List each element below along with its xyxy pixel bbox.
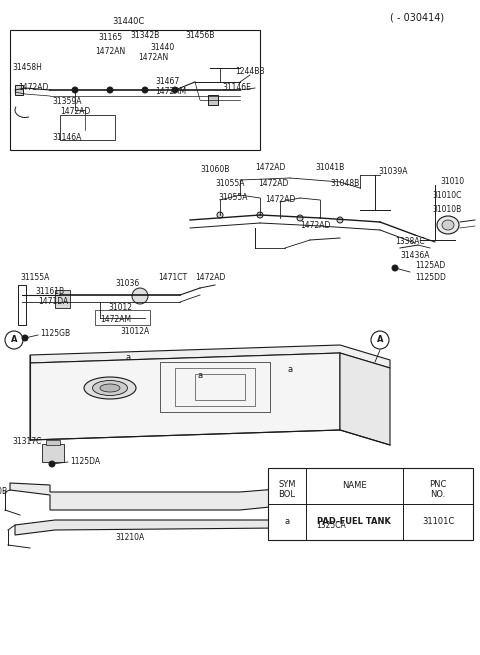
Text: 31359A: 31359A xyxy=(52,98,82,107)
Bar xyxy=(46,440,60,445)
Text: 31155A: 31155A xyxy=(20,274,49,282)
Text: 31165: 31165 xyxy=(98,33,122,43)
Text: 1472AD: 1472AD xyxy=(60,107,90,117)
Text: 1244BB: 1244BB xyxy=(235,67,264,77)
Bar xyxy=(268,468,473,540)
Text: a: a xyxy=(288,365,293,375)
Text: 1125DD: 1125DD xyxy=(415,272,446,282)
Text: 31012A: 31012A xyxy=(120,328,149,337)
Text: 1338AC: 1338AC xyxy=(395,238,425,246)
Bar xyxy=(195,374,245,400)
Circle shape xyxy=(306,523,314,531)
Bar xyxy=(42,444,64,462)
Text: 1472AM: 1472AM xyxy=(155,88,186,96)
Text: 31055A: 31055A xyxy=(215,179,244,187)
Text: ( - 030414): ( - 030414) xyxy=(390,13,444,23)
Text: 31146E: 31146E xyxy=(222,83,251,92)
Text: 31010C: 31010C xyxy=(432,191,461,200)
Text: 31146A: 31146A xyxy=(52,134,82,143)
Text: 31039A: 31039A xyxy=(378,168,408,176)
Text: SYM
BOL: SYM BOL xyxy=(278,480,296,499)
Text: 31220B: 31220B xyxy=(0,487,8,496)
Circle shape xyxy=(132,288,148,304)
Ellipse shape xyxy=(93,381,128,396)
Ellipse shape xyxy=(100,384,120,392)
Text: 31010: 31010 xyxy=(440,178,464,187)
Text: PAD-FUEL TANK: PAD-FUEL TANK xyxy=(317,517,391,527)
Ellipse shape xyxy=(442,220,454,230)
Circle shape xyxy=(337,217,343,223)
Text: 31467: 31467 xyxy=(155,77,179,86)
Text: 31161B: 31161B xyxy=(35,288,64,297)
Text: 1472AN: 1472AN xyxy=(138,54,168,62)
Bar xyxy=(55,290,70,308)
Ellipse shape xyxy=(84,377,136,399)
Text: 31440C: 31440C xyxy=(112,18,144,26)
Bar xyxy=(95,310,150,325)
Text: PNC
NO.: PNC NO. xyxy=(429,480,447,499)
Circle shape xyxy=(297,215,303,221)
Text: a: a xyxy=(285,517,289,527)
Text: 31048B: 31048B xyxy=(330,179,359,187)
Text: 1472AM: 1472AM xyxy=(100,316,131,324)
Polygon shape xyxy=(340,353,390,445)
Bar xyxy=(10,30,260,150)
Text: NAME: NAME xyxy=(342,481,366,491)
Circle shape xyxy=(142,87,148,93)
Text: 31101C: 31101C xyxy=(422,517,454,527)
Text: 1472AD: 1472AD xyxy=(195,274,226,282)
Text: 31317C: 31317C xyxy=(12,438,41,447)
Text: 1472AD: 1472AD xyxy=(18,83,48,92)
Bar xyxy=(18,285,26,325)
Text: 31440: 31440 xyxy=(150,43,174,52)
Text: 1471DA: 1471DA xyxy=(38,297,68,307)
Text: 31436A: 31436A xyxy=(400,250,430,259)
Text: 31041B: 31041B xyxy=(315,164,344,172)
Circle shape xyxy=(172,87,178,93)
Text: 31012: 31012 xyxy=(108,303,132,312)
Circle shape xyxy=(49,461,55,467)
Text: 1472AD: 1472AD xyxy=(300,221,330,229)
Bar xyxy=(175,368,255,406)
Circle shape xyxy=(107,87,113,93)
Text: 1325CA: 1325CA xyxy=(316,521,346,529)
Circle shape xyxy=(72,87,78,93)
Polygon shape xyxy=(15,508,350,535)
Text: a: a xyxy=(125,354,131,362)
Polygon shape xyxy=(30,345,390,368)
Bar xyxy=(160,362,270,412)
Text: A: A xyxy=(377,335,383,345)
Circle shape xyxy=(392,265,398,271)
Polygon shape xyxy=(10,483,310,510)
Text: 31210A: 31210A xyxy=(115,534,144,542)
Text: 31342B: 31342B xyxy=(130,31,159,41)
Text: 31458H: 31458H xyxy=(12,64,42,73)
Text: 1472AD: 1472AD xyxy=(265,195,295,204)
Text: 31055A: 31055A xyxy=(218,193,248,202)
Text: 1125DA: 1125DA xyxy=(70,457,100,466)
Bar xyxy=(208,95,218,105)
Circle shape xyxy=(22,335,28,341)
Text: 1125AD: 1125AD xyxy=(415,261,445,271)
Text: 1471CT: 1471CT xyxy=(158,274,187,282)
Text: A: A xyxy=(11,335,17,345)
Text: 31010B: 31010B xyxy=(432,206,461,214)
Text: a: a xyxy=(197,371,203,379)
Text: 1472AN: 1472AN xyxy=(95,48,125,56)
Bar xyxy=(15,85,23,95)
Text: 1125GB: 1125GB xyxy=(40,329,70,337)
Polygon shape xyxy=(30,353,340,440)
Text: 31456B: 31456B xyxy=(185,31,215,41)
Bar xyxy=(60,115,115,140)
Text: 1472AD: 1472AD xyxy=(255,164,286,172)
Circle shape xyxy=(217,212,223,218)
Text: 31060B: 31060B xyxy=(200,166,229,174)
Circle shape xyxy=(257,212,263,218)
Ellipse shape xyxy=(437,216,459,234)
Text: 31036: 31036 xyxy=(115,278,139,288)
Text: 1472AD: 1472AD xyxy=(258,179,288,187)
